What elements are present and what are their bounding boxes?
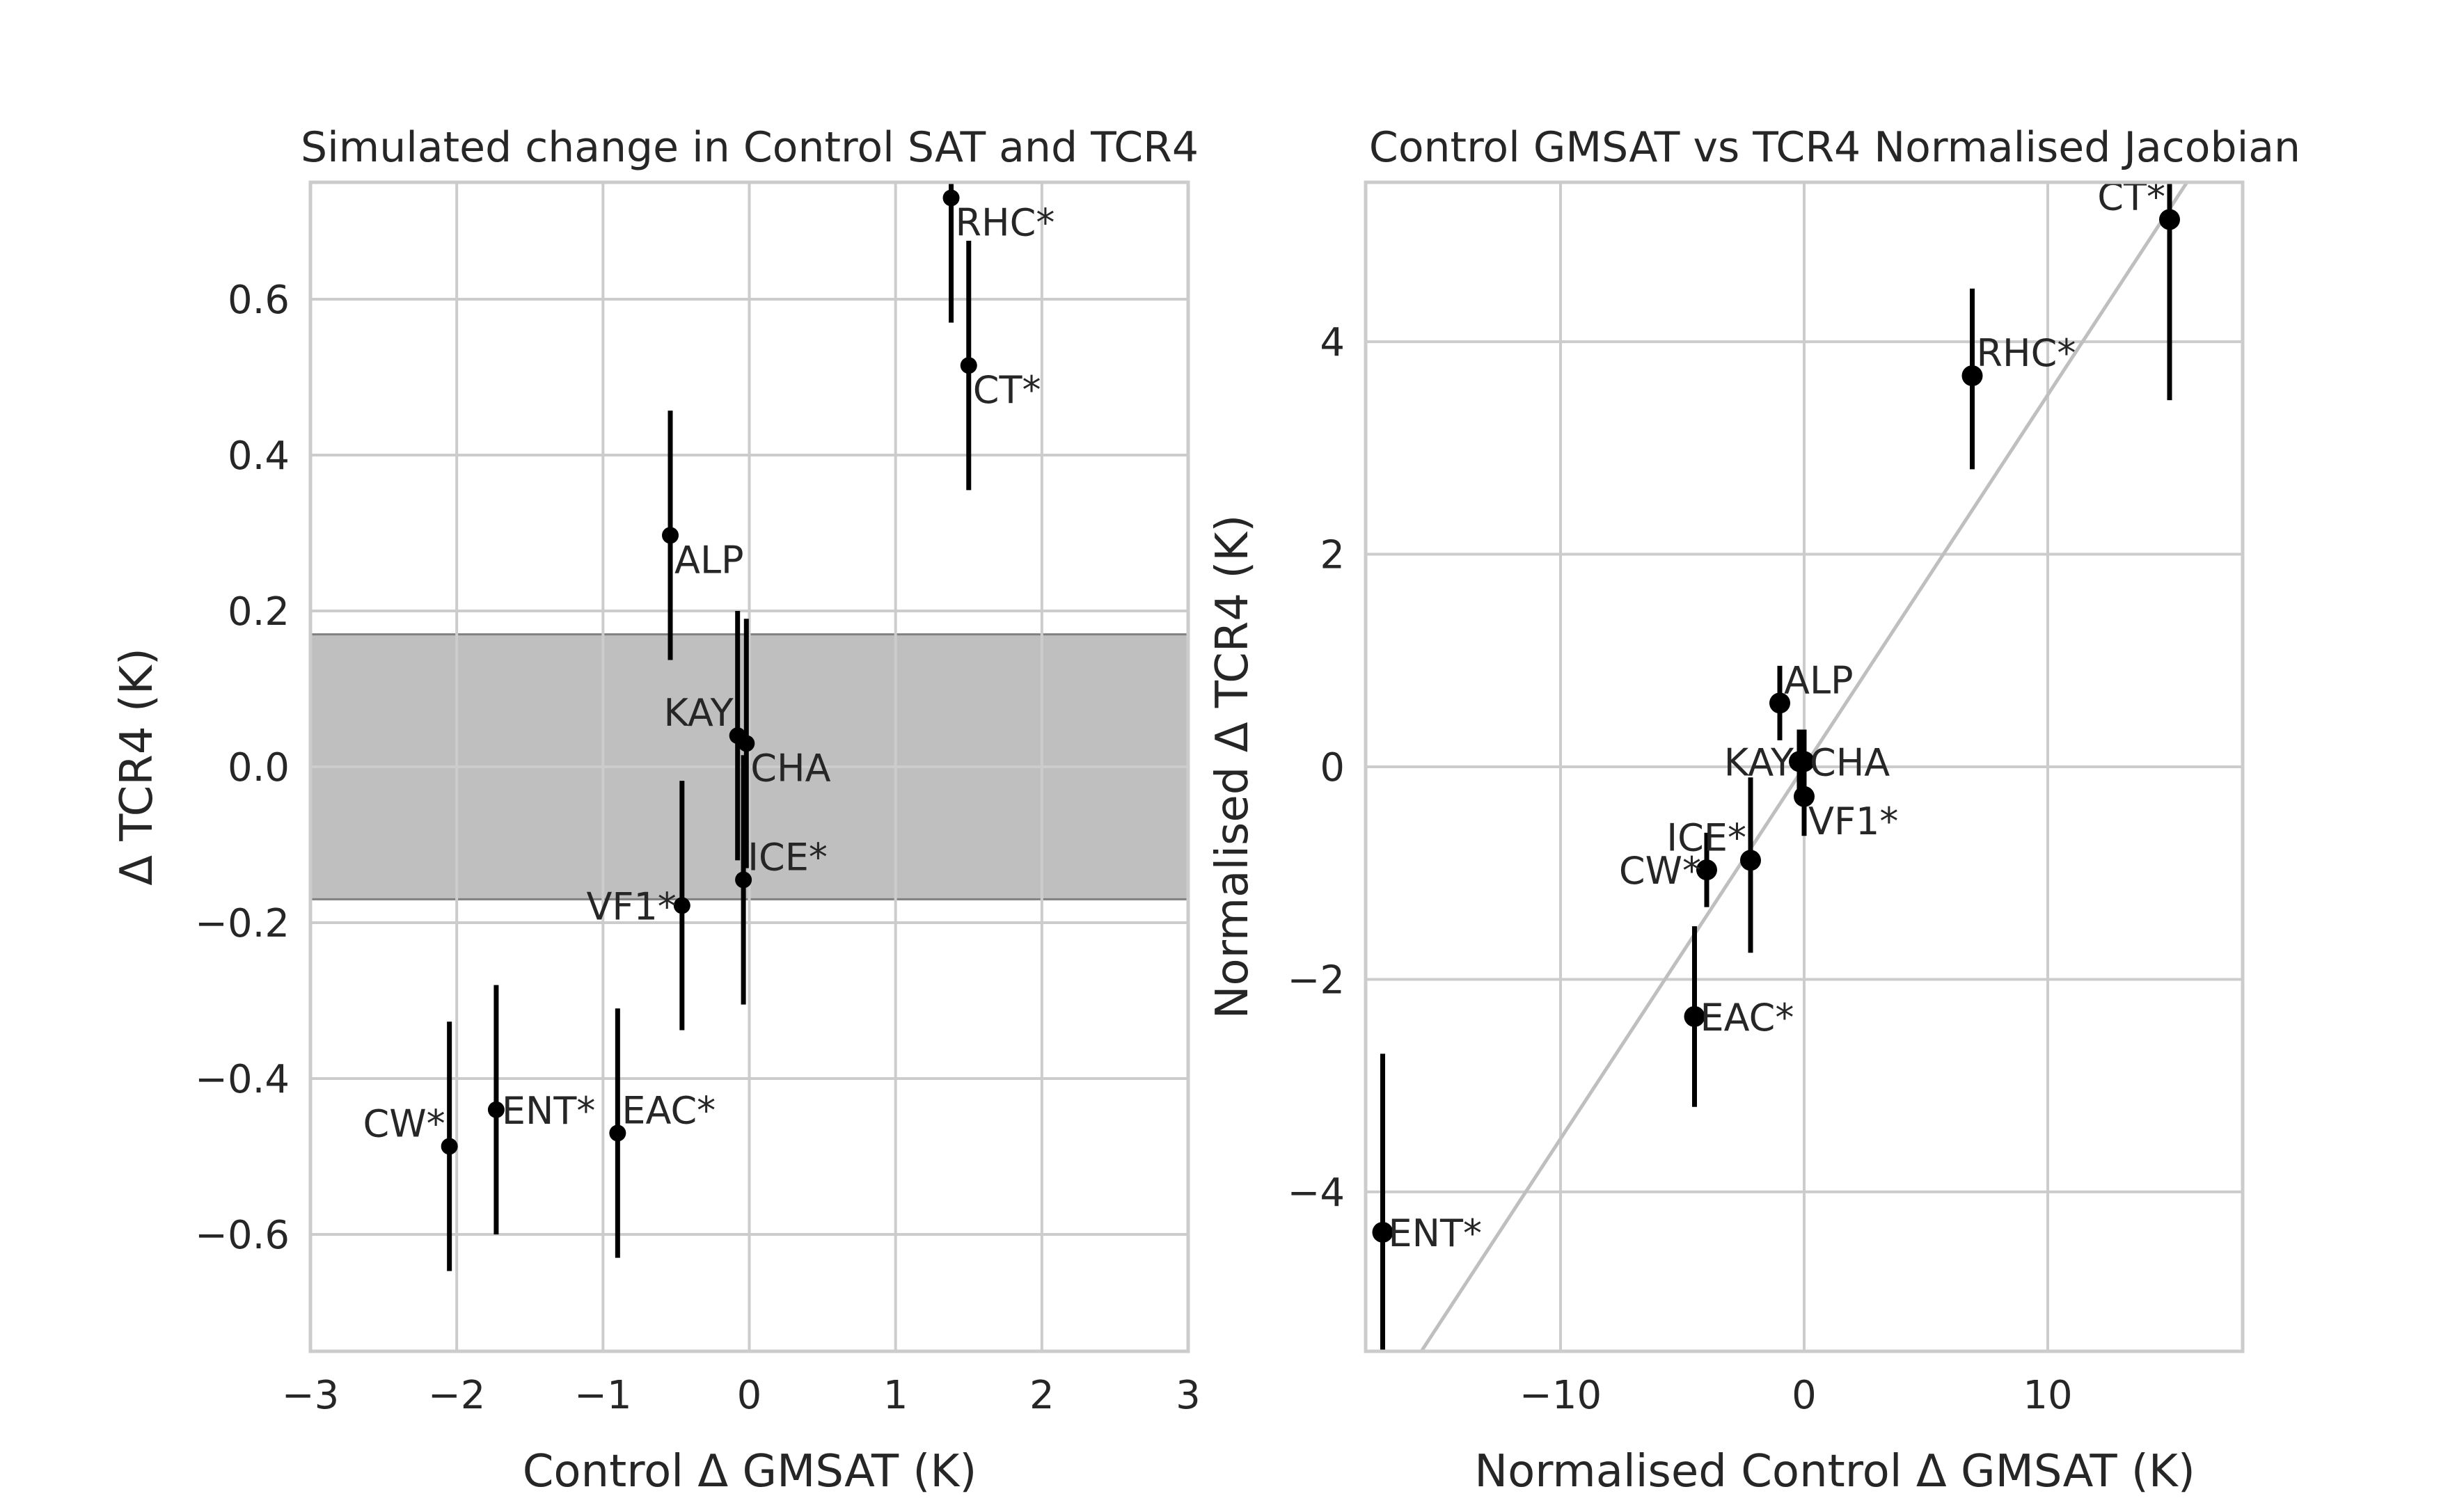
right-panel-y-tick-label: −4 [1287,1170,1345,1216]
right-panel-data-point [1696,859,1717,881]
right-panel-x-tick-label: 0 [1792,1373,1817,1418]
right-panel-point-label: ALP [1784,658,1854,702]
left-panel-point-label: EAC* [622,1088,716,1132]
left-panel-point-label: CHA [750,746,830,790]
right-panel-data-point [1769,692,1790,714]
left-panel-x-tick-label: 2 [1029,1373,1055,1418]
left-panel-data-point [942,189,960,207]
left-panel-point-label: VF1* [586,884,676,928]
left-panel-x-tick-label: 0 [737,1373,762,1418]
left-panel-grid [309,182,1190,1351]
right-panel-point-label: CHA [1810,740,1890,784]
right-panel-axes-frame [1364,180,2245,1353]
right-panel-y-tick-label: 4 [1320,320,1345,365]
left-panel-point-label: KAY [663,691,734,735]
left-panel-x-axis-label: Control Δ GMSAT (K) [523,1446,977,1497]
left-panel-point-label: RHC* [956,200,1055,244]
left-panel-y-tick-label: 0.2 [228,589,290,635]
right-panel-y-axis-label: Normalised Δ TCR4 (K) [1207,515,1258,1019]
right-panel-y-tick-label: 2 [1320,533,1345,578]
left-panel-frame [308,180,1190,1353]
left-panel-data-point [673,897,690,914]
left-panel-y-tick-label: 0.0 [228,745,290,790]
right-panel-data-point [1961,365,1983,386]
right-panel-y-tick-label: −2 [1287,957,1345,1003]
left-panel-point-label: CT* [973,368,1041,412]
right-panel-data-point [1740,850,1761,871]
left-panel-point-label: ICE* [748,835,828,879]
left-panel-y-tick-label: −0.2 [195,901,290,946]
right-panel-point-label: VF1* [1808,800,1898,843]
right-panel-point-label: RHC* [1977,331,2076,375]
right-panel-point-label: KAY [1724,740,1794,784]
right-panel-point-label: ENT* [1389,1211,1483,1255]
right-panel-frame [1364,180,2245,1353]
left-panel-data-point [960,357,977,374]
right-panel-x-tick-label: 10 [2023,1373,2072,1418]
left-panel-y-axis-label: Δ TCR4 (K) [111,648,163,886]
left-panel-y-tick-label: 0.6 [228,278,290,323]
left-panel-point-label: ENT* [502,1089,596,1133]
left-panel-data-point [735,871,752,889]
left-panel-y-tick-label: −0.4 [195,1057,290,1102]
right-panel-title: Control GMSAT vs TCR4 Normalised Jacobia… [1369,123,2300,172]
right-panel-data-point [2159,209,2180,230]
left-panel-data: RHC* CT* ALP KAY CHA ICE* VF1* CW* ENT* EAC* [363,182,1055,1271]
left-panel-data-point [441,1138,458,1155]
right-panel-point-label: CW* [1619,849,1701,893]
left-panel-data-point [609,1124,626,1142]
right-panel-point-label: EAC* [1700,996,1794,1040]
left-panel-x-tick-label: 3 [1176,1373,1201,1418]
left-panel-title: Simulated change in Control SAT and TCR4 [301,123,1199,172]
left-panel-y-tick-label: 0.4 [228,434,290,479]
left-panel-point-label: ALP [674,538,744,582]
left-panel-ticks: −3 −2 −1 0 1 2 3 −0.6 −0.4 −0.2 0.0 0.2 0.4 0.6 [195,278,1201,1418]
right-panel-x-tick-label: −10 [1519,1373,1602,1418]
right-panel-data-point [1684,1005,1705,1027]
right-panel-x-axis-label: Normalised Control Δ GMSAT (K) [1474,1446,2195,1497]
left-panel-x-tick-label: −1 [574,1373,632,1418]
right-panel-data-point [1372,1221,1393,1243]
left-panel-x-tick-label: −2 [428,1373,486,1418]
left-panel-data-point [487,1101,505,1118]
right-panel-y-tick-label: 0 [1320,745,1345,790]
left-panel-x-tick-label: 1 [883,1373,908,1418]
left-panel-data-point [738,735,755,752]
right-panel-point-label: ICE* [1666,816,1746,859]
left-panel-x-tick-label: −3 [282,1373,340,1418]
left-panel-y-tick-label: −0.6 [195,1213,290,1258]
right-panel-ticks: −10 0 10 −4 −2 0 2 4 [1287,320,2072,1418]
right-panel-data-point [1794,786,1815,807]
left-panel-point-label: CW* [363,1102,445,1145]
left-panel: RHC* CT* ALP KAY CHA ICE* VF1* CW* ENT* EAC* −3 −2… [111,123,1201,1497]
left-panel-axes-frame [308,180,1190,1353]
left-panel-data-point [662,527,679,544]
